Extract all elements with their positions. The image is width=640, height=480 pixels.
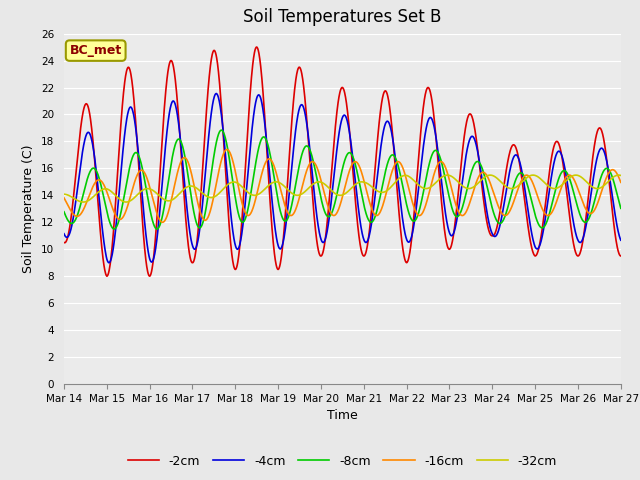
- -8cm: [243, 211, 251, 217]
- -8cm: [227, 162, 234, 168]
- -16cm: [236, 188, 243, 194]
- Title: Soil Temperatures Set B: Soil Temperatures Set B: [243, 9, 442, 26]
- -32cm: [486, 172, 494, 178]
- -2cm: [60, 240, 68, 245]
- -16cm: [617, 180, 625, 185]
- -32cm: [536, 175, 544, 181]
- Line: -8cm: -8cm: [64, 130, 621, 229]
- -16cm: [159, 219, 166, 225]
- -2cm: [226, 234, 234, 240]
- -2cm: [235, 251, 243, 256]
- -32cm: [235, 181, 243, 187]
- -32cm: [60, 192, 68, 197]
- -2cm: [253, 44, 260, 50]
- Y-axis label: Soil Temperature (C): Soil Temperature (C): [22, 144, 35, 273]
- -32cm: [243, 188, 250, 194]
- -4cm: [236, 243, 243, 249]
- -4cm: [351, 179, 359, 184]
- -4cm: [212, 91, 220, 96]
- -4cm: [243, 184, 251, 190]
- -2cm: [351, 197, 359, 203]
- -8cm: [351, 162, 359, 168]
- -16cm: [612, 170, 620, 176]
- -32cm: [612, 173, 620, 179]
- Line: -32cm: -32cm: [64, 175, 621, 202]
- -4cm: [227, 206, 234, 212]
- X-axis label: Time: Time: [327, 409, 358, 422]
- -32cm: [351, 182, 359, 188]
- -4cm: [612, 219, 620, 225]
- Line: -4cm: -4cm: [64, 94, 621, 263]
- -4cm: [536, 242, 544, 248]
- -32cm: [79, 199, 87, 205]
- -2cm: [103, 273, 111, 279]
- Legend: -2cm, -4cm, -8cm, -16cm, -32cm: -2cm, -4cm, -8cm, -16cm, -32cm: [123, 450, 562, 473]
- -16cm: [223, 146, 231, 152]
- -8cm: [612, 188, 620, 194]
- -16cm: [227, 151, 234, 156]
- -16cm: [536, 200, 544, 205]
- -4cm: [60, 231, 68, 237]
- Line: -16cm: -16cm: [64, 149, 621, 222]
- -16cm: [351, 159, 359, 165]
- -2cm: [536, 240, 544, 246]
- -2cm: [617, 253, 625, 259]
- -32cm: [226, 180, 234, 186]
- -8cm: [236, 214, 243, 220]
- -8cm: [536, 224, 544, 229]
- -4cm: [105, 260, 113, 265]
- -16cm: [60, 195, 68, 201]
- -8cm: [153, 226, 161, 232]
- -2cm: [612, 240, 620, 245]
- -8cm: [617, 205, 625, 211]
- -16cm: [243, 212, 251, 218]
- -8cm: [60, 209, 68, 215]
- Text: BC_met: BC_met: [70, 44, 122, 57]
- -32cm: [617, 172, 625, 178]
- -4cm: [617, 237, 625, 243]
- -2cm: [243, 147, 250, 153]
- -8cm: [218, 127, 225, 133]
- Line: -2cm: -2cm: [64, 47, 621, 276]
